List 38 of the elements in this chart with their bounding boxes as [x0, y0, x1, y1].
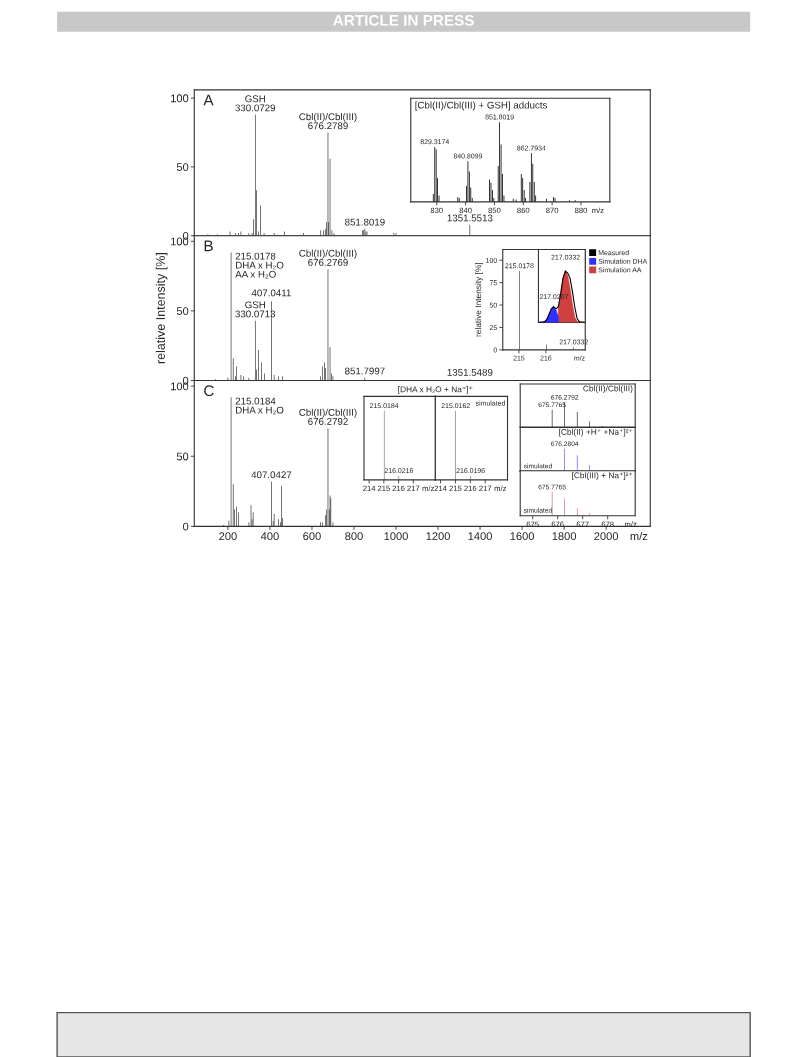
annotation: 1351.5513 [447, 214, 493, 222]
x-tick-label: 1000 [384, 532, 408, 541]
x-tick-label: 1200 [426, 532, 450, 541]
annotation: 407.0411 [251, 289, 291, 297]
y-tick-label: 50 [176, 163, 189, 172]
x-tick-label: 1600 [510, 532, 535, 541]
y-tick-label: 50 [176, 452, 189, 461]
annotation: 851.8019 [345, 218, 385, 226]
x-tick-label: 200 [219, 532, 237, 541]
annotation: 851.7997 [345, 367, 385, 375]
y-tick-label: 0 [182, 522, 189, 531]
chart-title: C [204, 385, 214, 397]
annotation: 215.0184 DHA x H₂O [235, 397, 284, 415]
annotation: Cbl(II)/Cbl(III) 676.2792 [299, 408, 357, 425]
y-tick-label: 50 [176, 307, 189, 316]
annotation: 215.0178 DHA x H₂O AA x H₂O [235, 252, 284, 279]
x-tick-label: 1800 [552, 532, 577, 541]
y-tick-label: 100 [171, 94, 189, 103]
y-axis-title: relative Intensity [%] [475, 262, 483, 337]
annotation: 407.0427 [251, 471, 292, 479]
x-tick-label: 800 [345, 532, 363, 541]
x-tick-label: 1400 [468, 532, 492, 541]
x-tick-label: 400 [260, 532, 279, 541]
chart-title: B [204, 240, 213, 252]
chart-title: [Cbl(II)/Cbl(III) + GSH] adducts [415, 101, 548, 111]
chart-title: [DHA x H₂O + Na⁺]⁺ [398, 386, 473, 394]
x-tick-label: 600 [303, 532, 321, 541]
annotation: GSH 330.0729 [235, 95, 276, 112]
annotation: Cbl(II)/Cbl(III) 676.2769 [299, 249, 357, 266]
chart-title: Cbl(II)/Cbl(III) [583, 385, 633, 394]
chart-title: A [203, 94, 214, 106]
annotation: Cbl(II)/Cbl(III) 676.2789 [299, 112, 357, 130]
chart-title: [Cbl(III) + Na⁺]²⁺ [572, 472, 633, 480]
x-axis-title: m/z [630, 531, 648, 541]
chart-title: [Cbl(II) +H⁺ +Na⁺]²⁺ [559, 428, 633, 437]
x-tick-label: 2000 [594, 532, 619, 541]
y-axis-title: relative Intensity [%] [155, 253, 168, 364]
annotation: 1351.5489 [447, 368, 493, 376]
